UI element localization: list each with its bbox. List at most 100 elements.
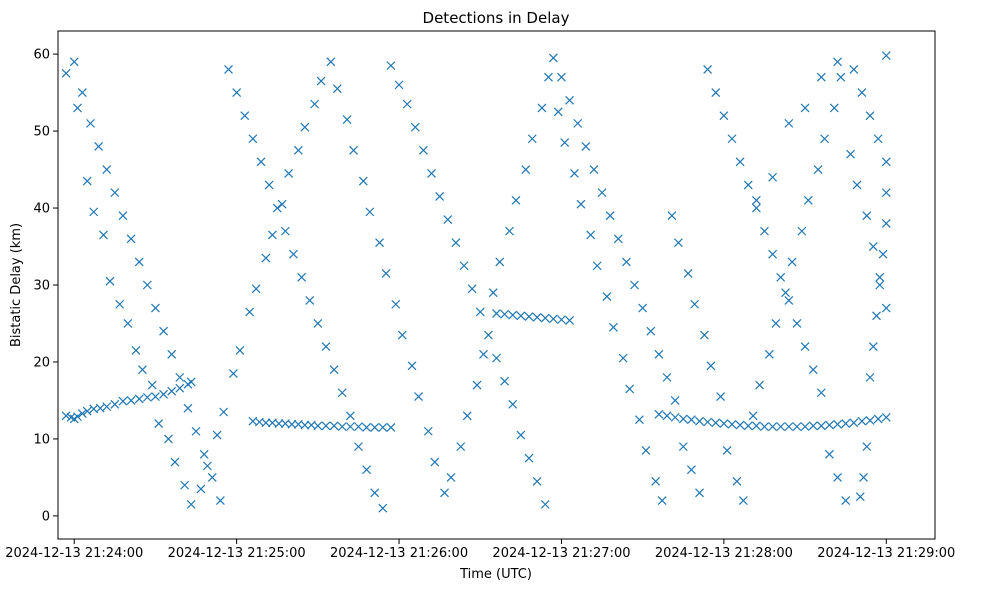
data-point xyxy=(164,434,173,444)
data-point xyxy=(212,430,222,440)
data-point xyxy=(316,76,326,86)
x-tick-label: 2024-12-13 21:27:00 xyxy=(492,546,630,561)
data-point xyxy=(873,414,883,424)
data-point xyxy=(722,446,732,455)
data-point xyxy=(284,168,294,178)
data-point xyxy=(553,107,563,117)
series-target_track_1 xyxy=(61,377,196,424)
data-point xyxy=(836,72,846,82)
data-point xyxy=(576,199,586,209)
data-point xyxy=(82,176,92,186)
data-point xyxy=(829,103,839,113)
x-tick-label: 2024-12-13 21:29:00 xyxy=(817,546,955,561)
data-point xyxy=(73,103,82,113)
data-point xyxy=(105,276,115,286)
data-point xyxy=(186,499,196,509)
data-point xyxy=(695,416,704,426)
data-point xyxy=(375,238,384,248)
data-point xyxy=(175,372,185,382)
data-point xyxy=(768,172,778,182)
data-point xyxy=(771,319,781,328)
data-point xyxy=(349,145,359,155)
data-point xyxy=(800,103,810,113)
data-point xyxy=(131,345,141,355)
data-point xyxy=(768,249,778,259)
data-point xyxy=(362,465,371,475)
data-point xyxy=(475,307,485,317)
series-target_track_3 xyxy=(492,309,575,325)
data-point xyxy=(537,103,547,113)
data-point xyxy=(654,349,664,359)
data-point xyxy=(833,57,842,67)
data-point xyxy=(573,118,583,128)
data-point xyxy=(500,309,510,319)
data-point xyxy=(142,280,152,290)
data-point xyxy=(183,403,193,413)
data-point xyxy=(138,365,147,375)
data-point xyxy=(256,157,266,167)
data-point xyxy=(329,421,339,431)
data-point xyxy=(662,372,672,382)
data-point xyxy=(846,149,855,159)
data-point xyxy=(500,376,510,386)
data-point xyxy=(154,419,164,428)
data-point xyxy=(337,388,347,398)
data-point xyxy=(589,165,599,174)
data-point xyxy=(868,342,878,352)
data-point xyxy=(123,319,133,328)
data-point xyxy=(196,484,206,494)
y-tick-label: 50 xyxy=(33,125,50,140)
data-point xyxy=(232,88,242,98)
data-point xyxy=(261,253,271,263)
data-point xyxy=(524,453,534,463)
data-point xyxy=(362,422,371,432)
data-point xyxy=(776,272,786,282)
data-point xyxy=(115,299,125,309)
data-point xyxy=(544,72,553,82)
data-point xyxy=(618,353,628,363)
data-point xyxy=(800,342,810,352)
data-point xyxy=(862,442,872,452)
data-point xyxy=(495,257,505,267)
data-point xyxy=(479,349,488,359)
y-axis: 0 10 20 30 40 50 60 xyxy=(33,48,58,524)
data-point xyxy=(657,496,667,505)
data-point xyxy=(557,72,566,82)
data-point xyxy=(699,330,709,340)
data-point xyxy=(532,476,542,486)
data-point xyxy=(881,218,891,228)
data-point xyxy=(776,422,786,432)
data-point xyxy=(102,402,112,412)
data-point xyxy=(849,65,859,74)
data-point xyxy=(570,168,579,178)
data-point xyxy=(86,118,95,128)
data-point xyxy=(719,419,729,428)
data-point xyxy=(505,226,514,236)
data-point xyxy=(289,249,298,259)
data-point xyxy=(875,272,885,282)
data-point xyxy=(825,449,834,459)
series-clutter xyxy=(61,51,891,513)
data-point xyxy=(872,311,881,321)
data-point xyxy=(743,180,753,190)
data-point xyxy=(313,319,323,328)
data-point xyxy=(159,389,168,399)
data-point xyxy=(305,295,315,305)
data-point xyxy=(207,472,217,482)
data-point xyxy=(683,269,693,278)
data-point xyxy=(727,134,737,144)
data-point xyxy=(462,411,472,421)
data-point xyxy=(73,412,82,422)
data-point xyxy=(310,99,320,109)
data-point xyxy=(825,420,834,430)
data-point xyxy=(875,280,885,290)
data-point xyxy=(760,226,769,236)
data-point xyxy=(219,407,229,417)
data-point xyxy=(841,496,851,505)
data-point xyxy=(61,68,71,78)
data-point xyxy=(581,142,591,151)
data-point xyxy=(492,309,501,318)
data-point xyxy=(792,422,802,432)
data-point xyxy=(873,134,883,144)
data-point xyxy=(662,411,672,421)
